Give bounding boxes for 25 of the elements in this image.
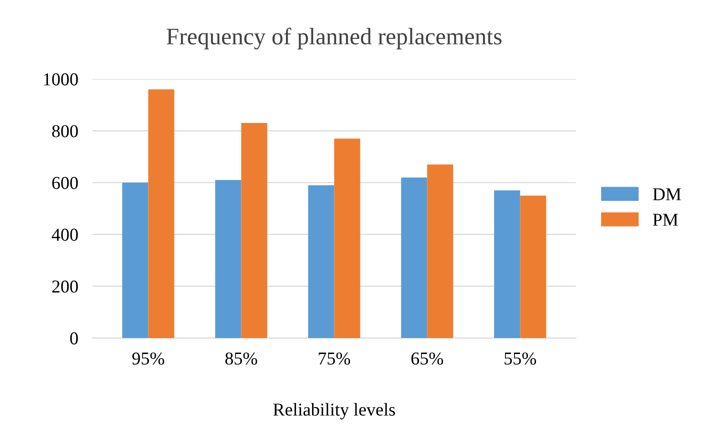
y-tick-label: 200 <box>52 280 78 293</box>
legend-label: PM <box>652 214 678 226</box>
bar <box>241 123 268 338</box>
bar <box>427 164 454 338</box>
bar <box>334 138 360 338</box>
bar <box>215 180 242 338</box>
legend-label: DM <box>652 188 681 200</box>
y-tick-label: 400 <box>52 228 78 241</box>
bar <box>122 182 148 338</box>
x-tick-label: 65% <box>411 352 444 365</box>
y-tick-label: 600 <box>52 176 78 190</box>
y-tick-label: 1000 <box>44 73 78 86</box>
bar <box>494 190 520 338</box>
y-tick-label: 0 <box>70 332 78 344</box>
bar <box>401 177 428 338</box>
bar <box>308 185 334 338</box>
x-tick-label: 75% <box>318 352 350 365</box>
x-tick-label: 85% <box>225 352 258 365</box>
bar <box>520 196 546 338</box>
y-tick-label: 800 <box>52 125 78 138</box>
x-tick-label: 55% <box>504 352 536 365</box>
x-tick-label: 95% <box>132 352 164 365</box>
bar <box>148 89 174 338</box>
chart-title: Frequency of planned replacements <box>166 28 502 50</box>
x-axis-title: Reliability levels <box>273 403 395 420</box>
